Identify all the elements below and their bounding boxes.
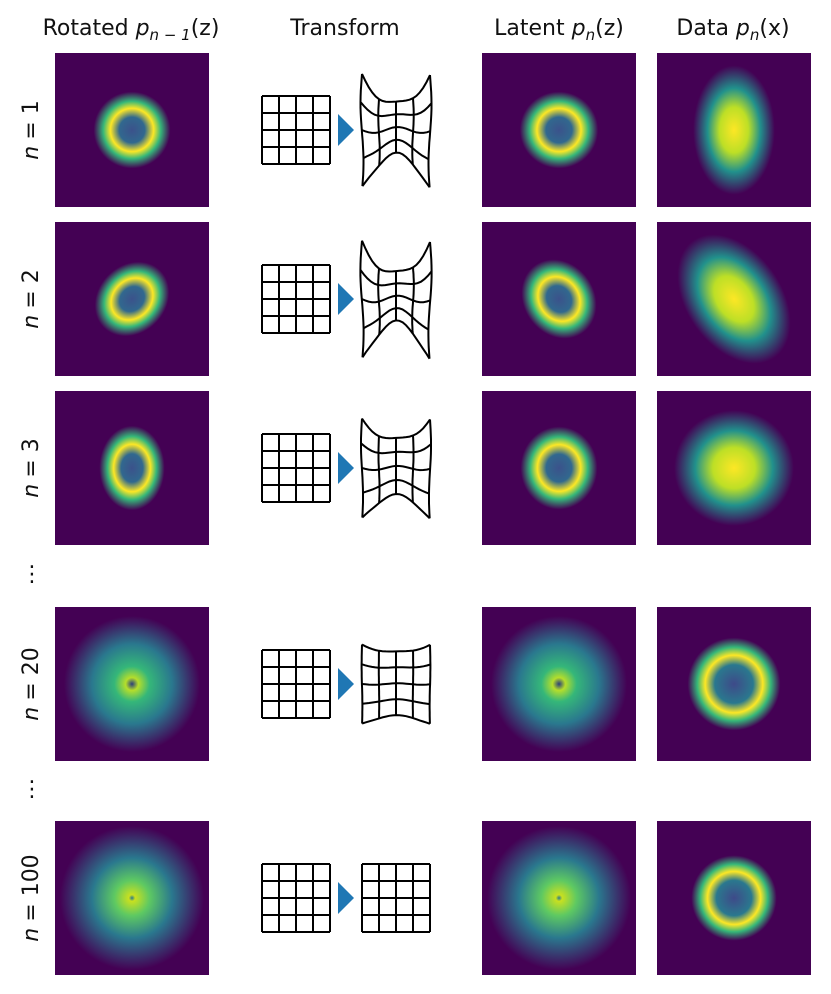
warped-grid-line [361,151,431,188]
arrow [338,283,354,315]
warped-grid-line [361,643,431,653]
header-text: Transform [289,16,399,41]
heatmap-density [482,391,636,545]
heatmap [482,222,636,376]
heatmap-density [55,53,209,207]
header-arg: (z) [191,16,220,41]
warped-grid-line [363,307,429,331]
warped-grid-line [428,419,432,519]
arrow [338,668,354,700]
warped-grid-line [427,241,433,359]
arrow [338,452,354,484]
heatmap [657,607,811,761]
column-header: Data pn(x) [676,16,789,44]
warped-grid-line [363,138,430,161]
heatmap [657,53,811,207]
heatmap-density [55,821,209,975]
header-prefix: Data [676,16,729,41]
heatmap [482,607,636,761]
row-eq: = 100 [19,854,44,921]
header-sub: n [586,26,596,44]
row-labels: n = 1 n = 2 n = 3 n = 20 n = 100 ⋮ ⋮ [19,100,44,941]
heatmap-density [64,391,200,545]
warped-grid-line [427,75,433,188]
header-sub: n [750,26,760,44]
heatmap [55,821,209,975]
transform-pair [261,240,433,360]
heatmap-density [482,222,636,376]
column-header: Latent pn(z) [494,16,624,44]
warped-grid-line [361,319,431,360]
heatmap-density [686,54,782,206]
heatmap [55,391,209,545]
warped-grid-line [428,644,432,724]
transform-pair [261,417,432,520]
row-var: n [19,146,44,160]
column-headers: Rotated pn − 1(z) Transform Latent pn(z) Data… [43,16,790,44]
heatmap [657,222,811,376]
warped-grid-line [411,435,415,503]
row-var: n [19,928,44,942]
heatmap [657,821,811,975]
column-header: Rotated pn − 1(z) [43,16,220,44]
header-var: p [135,16,150,41]
transforms [261,73,433,933]
header-arg: (z) [595,16,624,41]
row-label: n = 20 [19,647,44,720]
warped-grid-line [361,417,431,440]
warped-grid-line [411,267,415,334]
header-sub: n − 1 [150,26,191,44]
heatmap [55,53,209,207]
transform-pair [261,73,433,188]
transform-pair [261,863,431,933]
header-arg: (x) [759,16,789,41]
header-prefix: Rotated [43,16,129,41]
heatmap-density [657,607,811,761]
heatmaps [55,53,811,975]
row-label: n = 2 [19,269,44,328]
heatmap-density [482,53,636,207]
warped-grid-line [362,698,430,706]
heatmap [55,222,209,376]
arrow [338,882,354,914]
warped-grid-line [361,714,431,725]
ellipsis: ⋮ [21,562,43,587]
arrow [338,114,354,146]
row-eq: = 2 [19,269,44,308]
row-label: n = 1 [19,100,44,159]
header-var: p [571,16,586,41]
heatmap [482,391,636,545]
heatmap-density [667,223,801,375]
row-var: n [19,484,44,498]
ellipsis: ⋮ [21,777,43,802]
heatmap-density [55,222,209,376]
heatmap [482,821,636,975]
heatmap-density [482,607,636,761]
column-header: Transform [289,16,399,41]
heatmap-density [663,400,805,536]
heatmap-density [482,821,636,975]
warped-grid-line [362,478,430,495]
row-var: n [19,315,44,329]
row-var: n [19,707,44,721]
row-eq: = 3 [19,438,44,477]
row-eq: = 20 [19,647,44,700]
header-var: p [735,16,750,41]
heatmap [482,53,636,207]
transform-pair [261,643,432,725]
header-prefix: Latent [494,16,565,41]
row-label: n = 3 [19,438,44,497]
warped-grid-line [411,98,415,165]
heatmap-density [55,607,209,761]
warped-grid-line [361,73,431,103]
heatmap [55,607,209,761]
warped-grid-line [361,492,431,520]
row-label: n = 100 [19,854,44,941]
warped-grid-line [361,240,431,273]
heatmap [657,391,811,545]
row-eq: = 1 [19,100,44,139]
heatmap-density [660,824,808,972]
